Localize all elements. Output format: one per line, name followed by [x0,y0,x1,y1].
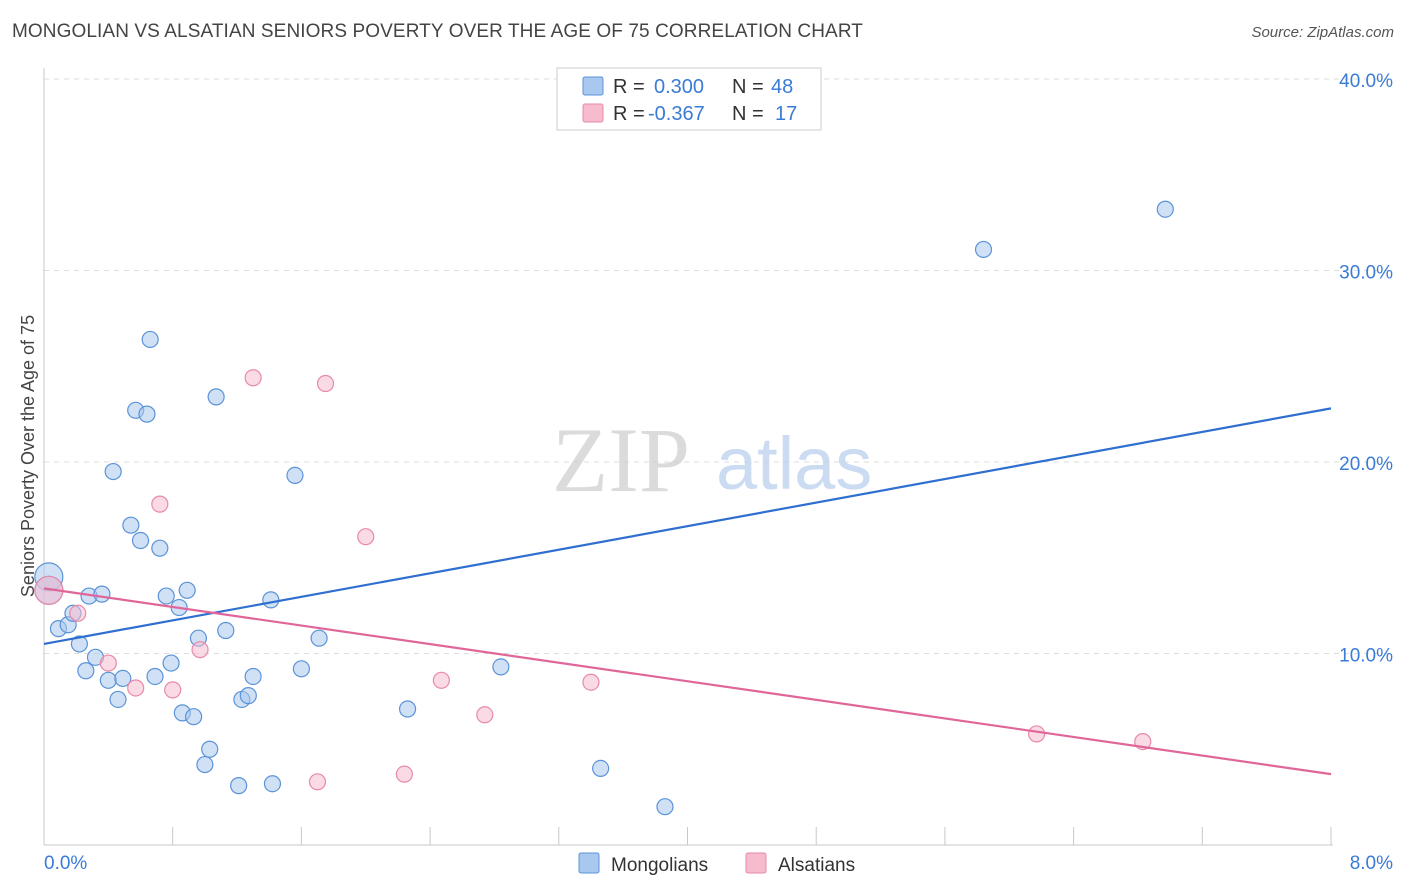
alsatian-point [582,673,600,691]
alsatian-point [99,654,117,672]
mongolian-point [109,690,127,709]
mongolian-point [70,635,88,653]
legend-n-value-alsatians: 17 [775,103,797,125]
legend-r-label-mongolians: R = [613,76,645,98]
bottom-legend-swatch-alsatians [745,852,767,874]
mongolian-point [93,585,111,603]
mongolian-point [217,621,235,640]
mongolian-point [131,531,150,550]
alsatian-point [127,679,145,697]
y-tick-label: 30.0% [1339,263,1393,284]
gridlines [44,78,1393,654]
mongolian-point [239,687,257,705]
mongolian-point [157,587,175,605]
alsatian-point [476,706,494,724]
alsatian-point [151,495,169,513]
mongolian-point [286,466,304,485]
alsatian-point [308,773,327,791]
watermark-atlas: atlas [716,422,872,505]
alsatian-point [191,641,209,659]
y-tick-label: 20.0% [1339,454,1393,475]
bottom-legend-label-alsatians: Alsatians [778,855,855,876]
bottom-legend-label-mongolians: Mongolians [611,855,708,876]
alsatian-point [244,369,262,387]
x-tick-label-max: 8.0% [1350,853,1393,874]
trend-lines [43,407,1332,776]
mongolian-point [114,669,132,687]
source-label: Source: ZipAtlas.com [1251,24,1394,41]
x-tick-label-min: 0.0% [44,853,87,874]
trend-line-mongolians [43,407,1332,646]
alsatian-point [395,765,413,783]
mongolian-point [310,629,328,647]
legend-r-value-mongolians: 0.300 [654,76,704,98]
bottom-legend: Mongolians Alsatians [578,852,855,876]
legend-r-label-alsatians: R = [613,103,645,125]
legend-swatch-alsatians [582,103,604,123]
alsatian-point [316,374,335,393]
y-tick-label: 10.0% [1339,646,1393,667]
alsatian-point [357,528,375,546]
mongolian-point [244,667,262,686]
y-tick-labels: 10.0% 20.0% 30.0% 40.0% [1339,71,1393,667]
legend-n-label-mongolians: N = [732,76,764,98]
mongolian-point [151,539,169,557]
mongolian-point [656,798,674,816]
mongolian-point [178,581,196,599]
mongolian-point [230,777,248,795]
legend-n-label-alsatians: N = [732,103,764,125]
stats-legend: R = 0.300 N = 48 R = -0.367 N = 17 [556,67,822,131]
mongolian-point [492,658,510,676]
series-alsatians [34,369,1152,791]
alsatian-point [1027,725,1046,743]
y-axis-title: Seniors Poverty Over the Age of 75 [18,315,38,597]
mongolian-point [201,740,219,758]
trend-line-alsatians [43,587,1332,776]
mongolian-point [398,700,417,718]
mongolian-point [974,240,993,259]
mongolian-point [122,516,140,534]
alsatian-point [164,681,182,699]
alsatian-point [432,671,450,689]
legend-n-value-mongolians: 48 [771,76,793,98]
alsatian-point [69,604,87,622]
mongolian-point [262,591,280,609]
mongolian-point [263,775,282,793]
mongolian-point [1156,200,1174,218]
x-axis-ticks [172,827,1332,845]
legend-swatch-mongolians [582,76,604,96]
y-tick-label: 40.0% [1339,71,1393,92]
mongolian-point [162,654,180,672]
mongolian-point [207,388,225,406]
bottom-legend-swatch-mongolians [578,852,600,874]
mongolian-point [141,330,159,349]
watermark-zip: ZIP [552,409,690,511]
legend-r-value-alsatians: -0.367 [648,103,705,125]
chart-title: MONGOLIAN VS ALSATIAN SENIORS POVERTY OV… [12,21,863,42]
mongolian-point [185,708,203,726]
mongolian-point [138,405,156,423]
mongolian-point [104,462,122,481]
mongolian-point [196,755,214,774]
mongolian-point [146,667,164,686]
mongolian-point [77,662,95,680]
mongolian-point [592,759,610,778]
mongolian-point [99,671,117,689]
mongolian-point [292,660,310,678]
